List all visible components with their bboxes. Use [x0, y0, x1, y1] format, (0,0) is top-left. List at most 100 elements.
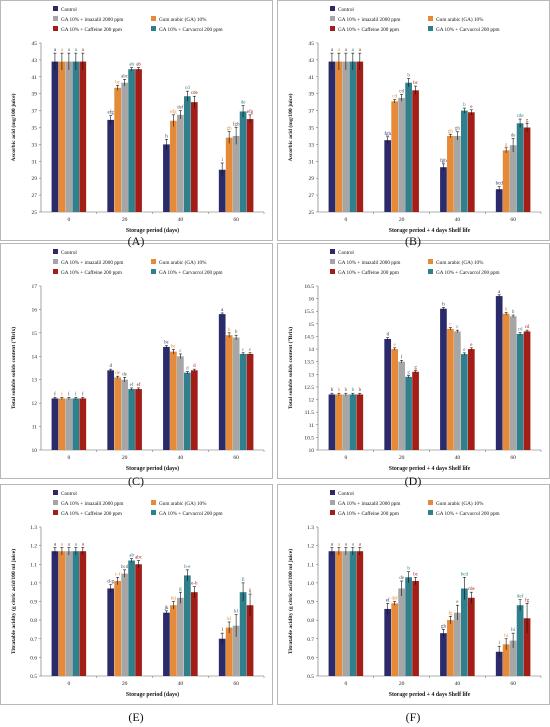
bar: [467, 349, 475, 450]
data-label: b: [228, 328, 231, 333]
data-label: hi: [504, 634, 509, 639]
legend-swatch: [151, 259, 156, 264]
panel-B: Control Gum arabic (GA) 10% GA 10% + imaza…: [277, 0, 550, 241]
data-label: cde: [468, 587, 476, 592]
y-tick-label: 33: [309, 142, 315, 148]
legend-swatch: [428, 269, 433, 274]
data-label: l: [221, 628, 223, 633]
data-label: a: [82, 48, 85, 53]
data-label: abc: [121, 74, 129, 79]
data-label: g: [414, 366, 417, 371]
y-tick-label: 16.5: [304, 284, 314, 290]
bar: [502, 313, 510, 450]
bar: [121, 379, 128, 450]
bar: [523, 618, 531, 676]
bar: [384, 140, 392, 212]
data-label: f: [75, 392, 77, 397]
legend-label: Control: [338, 250, 354, 256]
bar: [405, 577, 412, 676]
y-tick-label: 0.6: [307, 655, 314, 661]
data-label: e: [470, 343, 473, 348]
bar: [232, 337, 240, 450]
y-axis-label: Ascorbic acid (mg/100 juice): [287, 93, 294, 161]
bar: [495, 296, 503, 450]
x-tick-label: 20: [399, 455, 405, 461]
data-label: ef: [137, 383, 141, 388]
legend-label: Gum arabic (GA) 10%: [436, 16, 484, 23]
bar: [183, 575, 191, 676]
data-label: b: [338, 388, 341, 393]
bar: [107, 588, 115, 676]
y-tick-label: 0.5: [30, 674, 37, 680]
data-label: fg: [448, 611, 453, 616]
data-label: bc: [413, 81, 419, 86]
bar: [135, 389, 142, 450]
legend-swatch: [53, 510, 58, 515]
x-tick-label: 0: [344, 455, 347, 461]
chart-E-svg: Control Gum arabic (GA) 10% GA 10% + imaza…: [10, 490, 265, 698]
bar: [114, 581, 122, 676]
x-tick-label: 40: [455, 681, 461, 687]
bar: [440, 633, 447, 676]
bar: [502, 644, 510, 676]
data-label: hij: [171, 597, 176, 602]
bar: [239, 592, 247, 676]
y-tick-label: 41: [309, 75, 315, 81]
x-tick-label: 20: [399, 217, 405, 223]
bar: [246, 605, 254, 676]
y-tick-label: 11: [309, 423, 315, 429]
bar: [246, 353, 254, 450]
data-label: de: [241, 101, 247, 106]
x-axis-label: Storage period (days): [126, 465, 179, 472]
bar: [177, 114, 184, 212]
legend-label: GA 10% + Caffeine 200 ppm: [338, 26, 399, 33]
data-label: a: [221, 308, 224, 313]
y-tick-label: 35: [32, 126, 38, 132]
legend-swatch: [151, 510, 156, 515]
x-tick-label: 20: [122, 455, 128, 461]
bar: [335, 394, 343, 450]
x-tick-label: 60: [510, 217, 516, 223]
bar: [163, 346, 170, 450]
data-label: i: [221, 158, 223, 163]
y-tick-label: 1.2: [30, 544, 37, 550]
legend-label: GA 10% + Carvacrol 200 ppm: [159, 511, 223, 517]
legend-label: GA 10% + Carvacrol 200 ppm: [159, 270, 223, 276]
bar: [225, 335, 233, 450]
legend-swatch: [428, 510, 433, 515]
panel-label-B: (B): [405, 234, 421, 248]
data-label: f: [82, 392, 84, 397]
bar: [51, 61, 59, 213]
y-tick-label: 0.6: [30, 655, 37, 661]
bar: [58, 398, 66, 450]
y-tick-label: 11: [32, 425, 38, 431]
y-tick-label: 0.8: [30, 618, 37, 624]
data-label: d: [386, 333, 389, 338]
data-label: a: [359, 542, 362, 547]
bar: [121, 573, 128, 676]
bar: [391, 603, 399, 676]
data-label: bcd: [461, 572, 469, 577]
bar: [516, 333, 524, 450]
data-label: c: [179, 349, 182, 354]
data-label: bc: [171, 344, 177, 349]
bar: [107, 370, 115, 450]
y-tick-label: 15: [309, 322, 315, 328]
y-tick-label: 29: [309, 176, 315, 182]
bar: [163, 612, 170, 676]
data-label: d: [186, 367, 189, 372]
bar: [72, 61, 80, 213]
data-label: fgh: [384, 132, 391, 137]
y-axis-label: Ascorbic acid (mg/100 juice): [10, 93, 17, 161]
data-label: f: [68, 392, 70, 397]
bar: [107, 119, 115, 212]
data-label: bcd: [496, 182, 504, 187]
legend-swatch: [330, 490, 335, 495]
y-axis-label: Total soluble solids content (°Brix): [10, 327, 17, 409]
x-tick-label: 0: [67, 455, 70, 461]
data-label: f: [61, 392, 63, 397]
y-tick-label: 17: [32, 284, 38, 290]
data-label: b: [359, 388, 362, 393]
legend-label: GA 10% + Carvacrol 200 ppm: [436, 270, 500, 276]
bar: [516, 123, 524, 212]
